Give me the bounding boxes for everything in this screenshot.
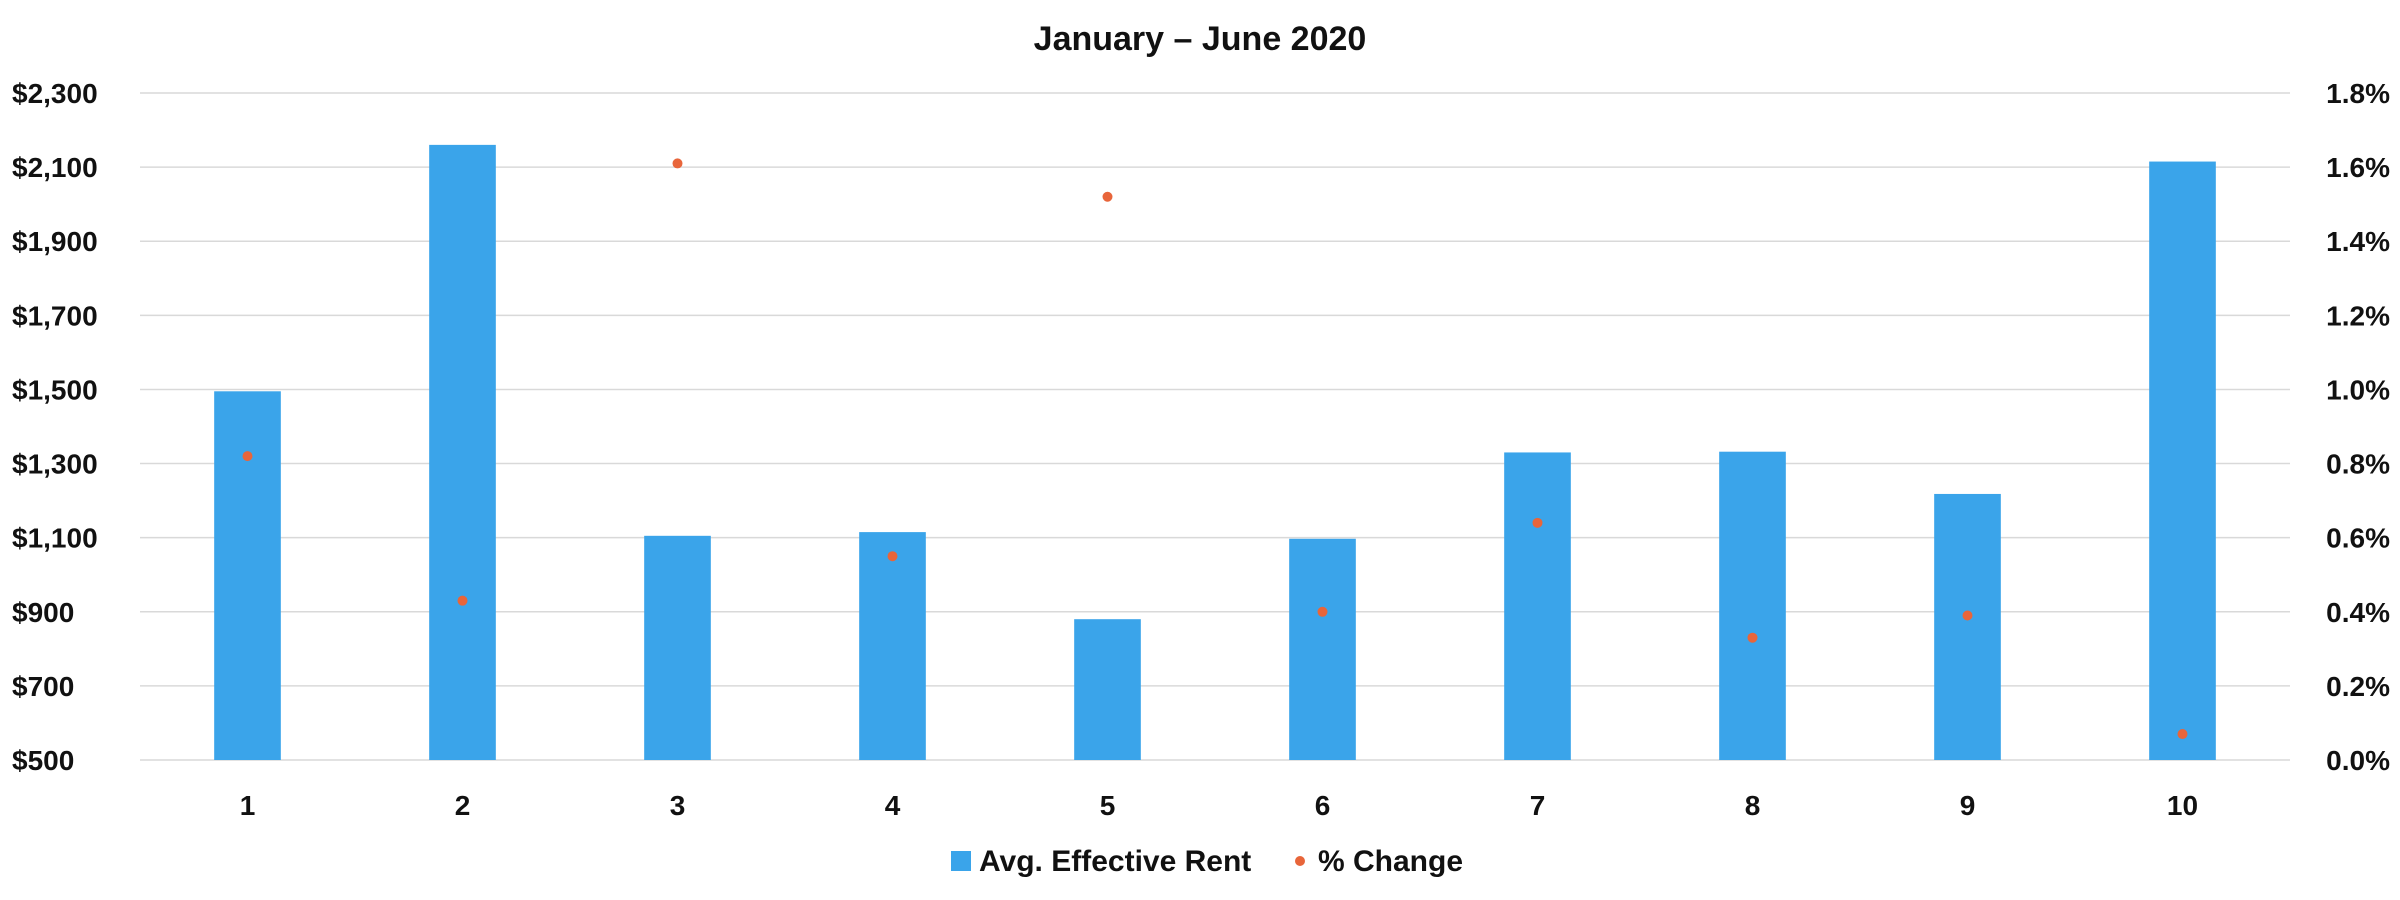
bar-series [214,144,2216,760]
legend-swatch-avg-effective-rent [951,851,971,871]
scatter-point [242,451,253,462]
bar [1289,538,1356,760]
scatter-series [242,158,2188,740]
x-axis: 1 2 3 4 5 6 7 8 9 10 [240,790,2198,821]
left-tick-label: $900 [12,597,74,628]
right-tick-label: 0.6% [2326,523,2390,554]
left-tick-label: $1,500 [12,374,98,405]
x-tick-label: 5 [1100,790,1116,821]
bar [644,535,711,760]
scatter-point [2177,729,2188,740]
left-tick-label: $1,300 [12,449,98,480]
x-tick-label: 3 [670,790,686,821]
bar [2149,161,2216,760]
left-tick-label: $1,100 [12,523,98,554]
x-tick-label: 1 [240,790,256,821]
left-tick-label: $2,300 [12,78,98,109]
bar [1719,451,1786,760]
scatter-point [1532,517,1543,528]
x-tick-label: 7 [1530,790,1546,821]
left-tick-label: $700 [12,671,74,702]
bar [1074,619,1141,760]
scatter-point [1962,610,1973,621]
scatter-point [1102,191,1113,202]
right-tick-label: 0.8% [2326,449,2390,480]
right-tick-label: 0.0% [2326,745,2390,776]
right-tick-label: 1.0% [2326,374,2390,405]
bar [429,144,496,760]
left-axis: $500 $700 $900 $1,100 $1,300 $1,500 $1,700 $1,9… [12,78,98,776]
right-axis: 0.0% 0.2% 0.4% 0.6% 0.8% 1.0% 1.2% 1.4% 1.6% 1.8% [2326,78,2390,776]
legend: Avg. Effective Rent % Change [951,845,1463,878]
bar [1504,452,1571,760]
left-tick-label: $1,900 [12,226,98,257]
bar [1934,493,2001,760]
x-tick-label: 10 [2167,790,2198,821]
legend-label-avg-effective-rent: Avg. Effective Rent [979,845,1251,878]
right-tick-label: 1.2% [2326,300,2390,331]
chart-title: January – June 2020 [1034,20,1367,58]
bar [214,391,281,760]
scatter-point [887,551,898,562]
scatter-point [457,595,468,606]
x-tick-label: 9 [1960,790,1976,821]
right-tick-label: 1.4% [2326,226,2390,257]
scatter-point [1317,606,1328,617]
gridlines [140,92,2290,761]
left-tick-label: $2,100 [12,152,98,183]
x-tick-label: 2 [455,790,471,821]
legend-label-percent-change: % Change [1318,845,1463,878]
bar [859,532,926,760]
x-tick-label: 4 [885,790,901,821]
scatter-point [1747,632,1758,643]
right-tick-label: 1.6% [2326,152,2390,183]
x-tick-label: 6 [1315,790,1331,821]
left-tick-label: $500 [12,745,74,776]
left-tick-label: $1,700 [12,300,98,331]
legend-swatch-percent-change [1295,856,1305,866]
right-tick-label: 1.8% [2326,78,2390,109]
scatter-point [672,158,683,169]
right-tick-label: 0.2% [2326,671,2390,702]
x-tick-label: 8 [1745,790,1761,821]
right-tick-label: 0.4% [2326,597,2390,628]
